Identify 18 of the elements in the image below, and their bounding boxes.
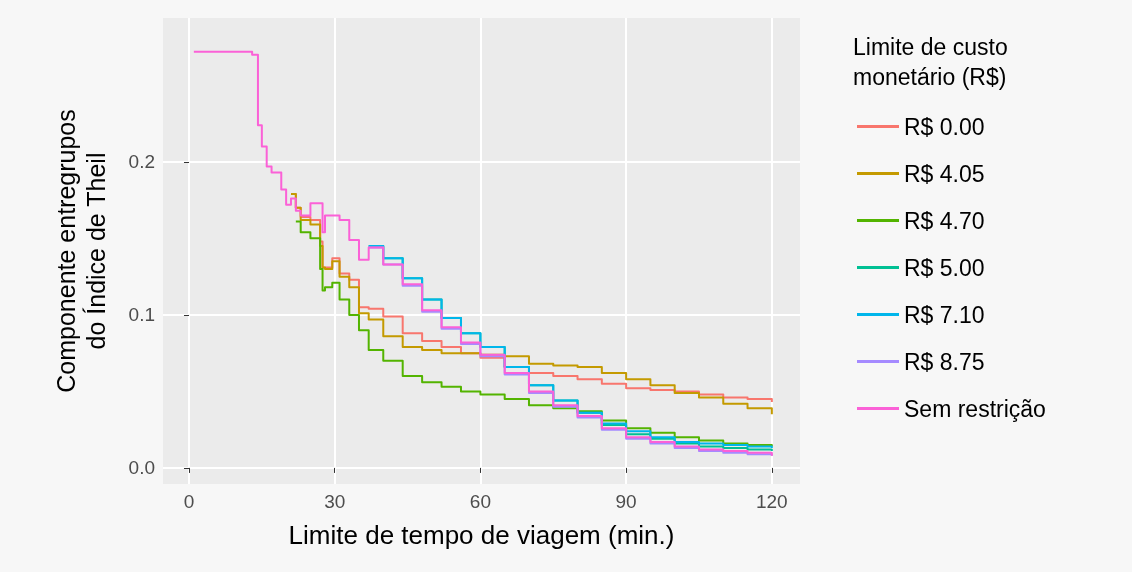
legend-label: R$ 8.75 xyxy=(904,348,985,375)
y-tick-label: 0.2 xyxy=(128,151,155,173)
x-axis-title: Limite de tempo de viagem (min.) xyxy=(288,520,675,550)
legend-label: Sem restrição xyxy=(904,395,1046,422)
x-tick-label: 90 xyxy=(615,491,637,512)
legend-label: R$ 7.10 xyxy=(904,301,985,328)
y-axis-title: Componente entregrupos do Índice de Theil xyxy=(52,109,110,393)
y-tick-label: 0.1 xyxy=(128,304,155,326)
x-tick-label: 30 xyxy=(324,491,346,512)
legend-label: R$ 4.70 xyxy=(904,207,985,234)
legend-label: R$ 0.00 xyxy=(904,113,985,140)
x-tick-label: 0 xyxy=(183,491,195,512)
legend-label: R$ 5.00 xyxy=(904,254,985,281)
y-tick-label: 0.0 xyxy=(128,457,155,479)
x-tick-label: 120 xyxy=(755,491,788,512)
legend-title: Limite de custo monetário (R$) xyxy=(853,34,1008,90)
x-tick-label: 60 xyxy=(469,491,491,512)
legend-label: R$ 4.05 xyxy=(904,160,985,187)
